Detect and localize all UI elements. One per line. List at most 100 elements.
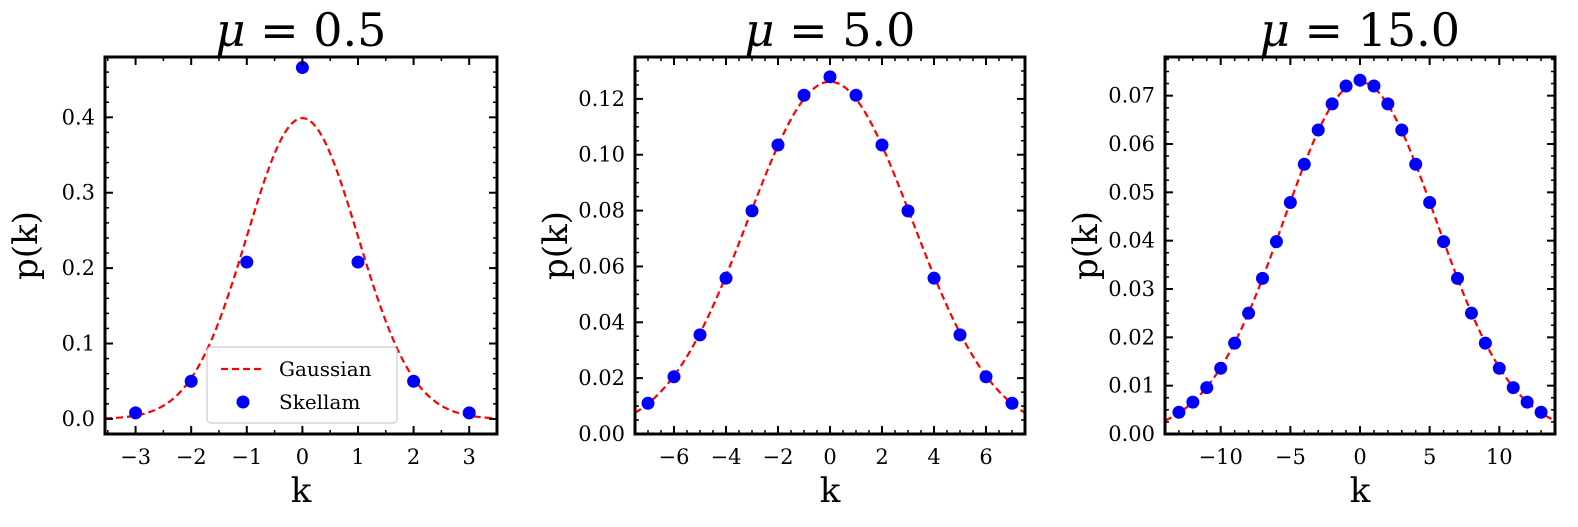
axes-frame <box>633 55 1027 436</box>
skellam-point <box>1242 306 1256 320</box>
y-tick-label: 0.12 <box>578 87 625 111</box>
title-symbol: μ <box>216 3 246 57</box>
y-tick-label: 0.05 <box>1108 180 1155 204</box>
skellam-point <box>1451 271 1464 285</box>
skellam-point <box>129 406 143 420</box>
skellam-point <box>693 328 707 342</box>
skellam-point <box>1520 395 1534 409</box>
y-axis-label: p(k) <box>536 211 576 280</box>
skellam-point <box>1269 235 1283 249</box>
y-tick-label: 0.3 <box>62 181 95 205</box>
skellam-point <box>1492 361 1506 375</box>
title-value: 0.5 <box>313 3 386 57</box>
skellam-point <box>901 204 915 218</box>
skellam-point <box>1423 195 1437 209</box>
skellam-point <box>1311 123 1325 137</box>
axes-frame <box>103 55 499 436</box>
skellam-point <box>1005 396 1019 410</box>
x-tick-label: 0 <box>296 445 309 469</box>
x-tick-label: 6 <box>979 445 992 469</box>
y-axis-label: p(k) <box>6 211 46 280</box>
x-tick-label: −6 <box>659 445 690 469</box>
x-tick-label: 0 <box>823 445 836 469</box>
skellam-point <box>1200 381 1214 395</box>
panel-2: −6 −4 −2 0 2 4 6 0.00 0.02 0.04 0.06 0.08 0.10 0.12 k p… <box>536 3 1027 511</box>
title-equals: = <box>245 3 313 57</box>
skellam-point <box>351 255 365 269</box>
skellam-point <box>1339 79 1353 93</box>
skellam-point <box>1437 235 1451 249</box>
x-tick-label: −1 <box>231 445 262 469</box>
axes-frame <box>1163 55 1557 436</box>
y-tick-label: 0.00 <box>578 422 625 446</box>
y-tick-label: 0.06 <box>578 254 625 278</box>
skellam-point <box>1478 336 1492 350</box>
y-tick-label: 0.2 <box>62 256 95 280</box>
skellam-point <box>1297 157 1311 171</box>
y-tick-label: 0.06 <box>1108 132 1155 156</box>
title-equals: = <box>774 3 842 57</box>
skellam-point <box>979 370 993 384</box>
skellam-point <box>240 255 254 269</box>
x-tick-label: 10 <box>1486 445 1513 469</box>
title-equals: = <box>1290 3 1358 57</box>
x-tick-label: 2 <box>875 445 888 469</box>
title-symbol: μ <box>1260 3 1290 57</box>
x-tick-label: −3 <box>120 445 151 469</box>
skellam-point <box>745 204 759 218</box>
x-axis-label: k <box>1350 471 1371 511</box>
y-tick-label: 0.1 <box>62 332 95 356</box>
panel-title: μ = 15.0 <box>1260 3 1460 57</box>
y-tick-label: 0.01 <box>1108 374 1155 398</box>
y-tick-label: 0.4 <box>62 105 95 129</box>
skellam-point <box>1409 157 1423 171</box>
skellam-point <box>295 61 309 75</box>
skellam-point <box>771 138 785 152</box>
skellam-point <box>953 328 967 342</box>
title-value: 15.0 <box>1358 3 1460 57</box>
legend-skellam-swatch <box>236 395 250 409</box>
gaussian-curve <box>635 80 1025 414</box>
y-tick-label: 0.04 <box>578 310 625 334</box>
skellam-point <box>797 88 811 102</box>
title-value: 5.0 <box>842 3 915 57</box>
skellam-point <box>1186 395 1200 409</box>
y-tick-label: 0.04 <box>1108 229 1155 253</box>
x-tick-label: 5 <box>1423 445 1436 469</box>
legend-gaussian-label: Gaussian <box>279 357 372 381</box>
skellam-point <box>407 374 421 388</box>
gaussian-curve <box>105 117 497 420</box>
panel-title: μ = 0.5 <box>216 3 387 57</box>
x-axis-label: k <box>291 471 312 511</box>
x-tick-label: −2 <box>176 445 207 469</box>
y-tick-label: 0.00 <box>1108 422 1155 446</box>
skellam-point <box>823 70 837 84</box>
skellam-point <box>1325 97 1339 111</box>
skellam-point <box>1172 405 1186 419</box>
x-tick-label: −2 <box>763 445 794 469</box>
y-tick-label: 0.07 <box>1108 84 1155 108</box>
skellam-point <box>1534 405 1548 419</box>
skellam-point <box>1283 195 1297 209</box>
y-tick-label: 0.08 <box>578 199 625 223</box>
y-tick-label: 0.02 <box>578 366 625 390</box>
x-tick-label: −10 <box>1199 445 1243 469</box>
x-tick-label: 1 <box>351 445 364 469</box>
skellam-point <box>1506 381 1520 395</box>
x-tick-label: 2 <box>407 445 420 469</box>
skellam-point <box>719 271 733 285</box>
panel-title: μ = 5.0 <box>745 3 916 57</box>
x-axis-label: k <box>820 471 841 511</box>
x-tick-label: 0 <box>1353 445 1366 469</box>
y-tick-label: 0.03 <box>1108 277 1155 301</box>
legend-box <box>206 346 398 424</box>
skellam-point <box>927 271 941 285</box>
x-tick-label: 3 <box>463 445 476 469</box>
skellam-point <box>667 370 681 384</box>
skellam-point <box>1353 73 1367 87</box>
x-tick-label: −4 <box>711 445 742 469</box>
skellam-point <box>875 138 889 152</box>
skellam-point <box>1464 306 1478 320</box>
skellam-point <box>1367 79 1381 93</box>
